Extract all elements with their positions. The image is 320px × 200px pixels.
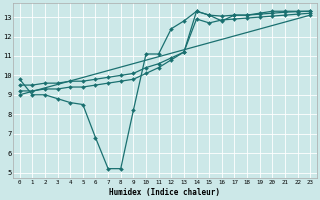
X-axis label: Humidex (Indice chaleur): Humidex (Indice chaleur) (109, 188, 220, 197)
